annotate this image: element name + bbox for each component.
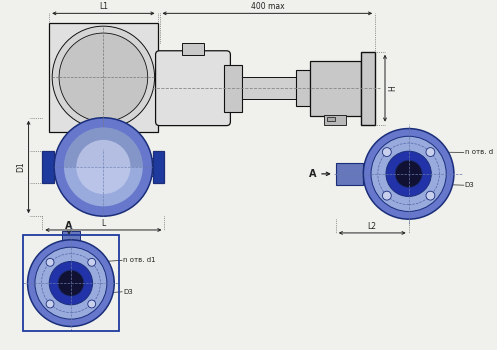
- Text: L2: L2: [368, 222, 377, 231]
- Text: D3: D3: [123, 289, 133, 295]
- FancyBboxPatch shape: [156, 51, 231, 126]
- Circle shape: [46, 300, 54, 308]
- Circle shape: [77, 140, 131, 194]
- Circle shape: [52, 26, 155, 128]
- Text: A: A: [65, 221, 73, 231]
- Bar: [225, 64, 242, 112]
- Bar: [336, 163, 363, 185]
- Bar: [54, 158, 103, 176]
- Circle shape: [426, 148, 435, 156]
- Bar: [361, 52, 375, 125]
- Bar: [182, 43, 204, 55]
- Text: D1: D1: [16, 162, 26, 172]
- Text: L: L: [101, 219, 105, 228]
- Bar: [42, 151, 54, 183]
- Circle shape: [88, 300, 95, 308]
- Bar: [49, 23, 158, 132]
- Circle shape: [54, 118, 153, 216]
- Bar: [310, 61, 361, 116]
- Bar: [242, 77, 296, 99]
- Circle shape: [426, 191, 435, 200]
- Bar: [327, 117, 335, 121]
- Text: A: A: [309, 169, 316, 179]
- Circle shape: [382, 148, 391, 156]
- Bar: [324, 115, 345, 125]
- Circle shape: [100, 140, 106, 146]
- Circle shape: [35, 247, 107, 319]
- Circle shape: [27, 240, 114, 327]
- Bar: [296, 70, 310, 106]
- Circle shape: [395, 160, 422, 188]
- Bar: [89, 132, 117, 149]
- Circle shape: [363, 128, 454, 219]
- Circle shape: [46, 258, 54, 266]
- Circle shape: [88, 258, 95, 266]
- Bar: [23, 235, 119, 331]
- Circle shape: [386, 151, 431, 196]
- Text: n отв. d1: n отв. d1: [123, 257, 156, 263]
- Wedge shape: [64, 127, 143, 167]
- Circle shape: [59, 33, 148, 122]
- Text: 400 max: 400 max: [250, 2, 284, 12]
- Circle shape: [49, 261, 92, 305]
- Bar: [103, 158, 153, 176]
- Circle shape: [371, 136, 446, 211]
- Text: n отв. d: n отв. d: [465, 149, 493, 155]
- Bar: [153, 151, 165, 183]
- Bar: [89, 134, 117, 138]
- Circle shape: [64, 127, 143, 206]
- Text: D3: D3: [465, 182, 475, 188]
- Bar: [62, 231, 80, 241]
- Text: H: H: [388, 85, 397, 91]
- Text: L1: L1: [99, 2, 108, 12]
- Circle shape: [382, 191, 391, 200]
- Circle shape: [58, 270, 84, 296]
